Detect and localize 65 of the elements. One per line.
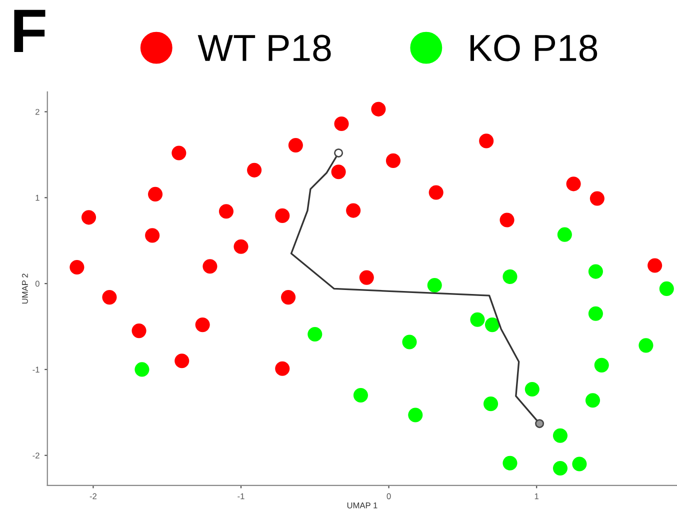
chart-title: F [14, 10, 46, 52]
x-tick-label: -1 [238, 493, 244, 500]
point [148, 186, 163, 202]
x-axis-title: UMAP 1 [347, 502, 378, 508]
point [659, 281, 674, 296]
point [195, 318, 210, 332]
point [572, 456, 587, 472]
point [502, 456, 518, 470]
point [134, 362, 150, 377]
point [275, 208, 290, 223]
point [552, 428, 568, 443]
point [524, 382, 540, 397]
point [70, 260, 84, 275]
point [479, 134, 494, 148]
point [428, 185, 444, 200]
point [484, 318, 500, 332]
point [588, 264, 603, 279]
point [590, 191, 604, 206]
point [566, 176, 581, 192]
y-tick-label: 0 [35, 280, 40, 287]
point [334, 116, 349, 132]
point [427, 278, 442, 293]
point [81, 210, 96, 225]
point [359, 270, 374, 285]
legend-label: WT P18 [198, 34, 331, 62]
point [275, 361, 290, 376]
point [594, 358, 609, 372]
point [557, 227, 572, 242]
point [588, 306, 603, 321]
point [132, 324, 146, 338]
x-tick-label: 1 [534, 493, 539, 500]
legend-label: KO P18 [470, 34, 598, 62]
point [402, 334, 417, 350]
point [234, 239, 248, 254]
y-tick-label: 2 [36, 108, 40, 115]
point [353, 388, 368, 403]
y-tick-label: -1 [32, 366, 40, 372]
y-tick-label: 1 [36, 194, 40, 201]
point [500, 212, 514, 228]
point [102, 290, 117, 305]
point [648, 258, 662, 273]
point [552, 460, 568, 476]
point [346, 203, 361, 218]
point [247, 162, 262, 178]
x-tick-label: -2 [90, 493, 96, 500]
point [408, 408, 423, 422]
point [288, 138, 303, 153]
point [172, 146, 186, 160]
point [386, 153, 401, 168]
point [585, 393, 600, 408]
point [638, 338, 654, 353]
point [502, 269, 518, 284]
point [202, 259, 218, 274]
point [145, 228, 160, 243]
x-tick-label: 0 [386, 493, 391, 500]
point [470, 312, 485, 327]
point [371, 102, 386, 116]
point [218, 204, 234, 219]
point [331, 164, 346, 180]
y-tick-label: -2 [32, 452, 40, 458]
point [483, 396, 498, 412]
point [281, 290, 296, 305]
point [308, 326, 322, 342]
y-axis-title: UMAP 2 [22, 274, 28, 304]
point [174, 354, 190, 368]
